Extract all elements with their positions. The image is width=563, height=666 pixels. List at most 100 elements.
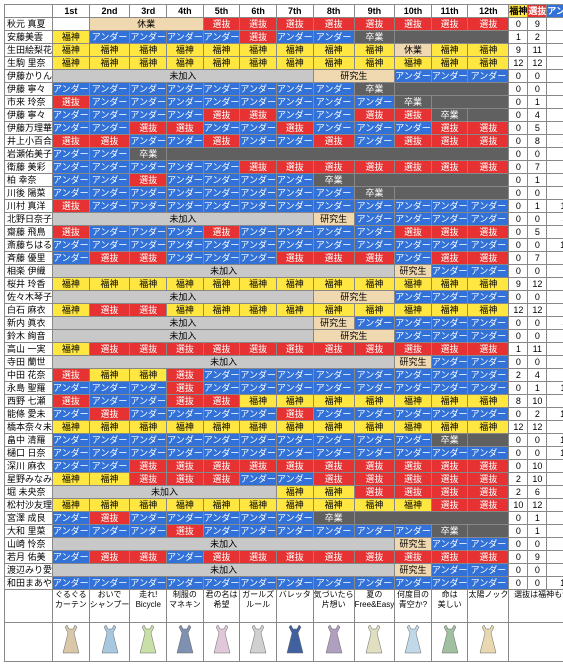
cell-under: アンダー: [354, 239, 395, 252]
cell-mi: 未加入: [53, 291, 314, 304]
cell-under: アンダー: [89, 161, 130, 174]
cell-under: アンダー: [130, 512, 167, 525]
cell-sen: 選抜: [395, 161, 432, 174]
cell-ken: 研究生: [313, 330, 395, 343]
cell-sen: 選抜: [468, 499, 509, 512]
cell-sen: 選抜: [395, 18, 432, 31]
cell-under: アンダー: [240, 525, 277, 538]
cell-sen: 選抜: [276, 122, 313, 135]
cell-under: アンダー: [354, 369, 395, 382]
stat-value: 7: [547, 122, 563, 135]
cell-sen: 選抜: [89, 551, 130, 564]
member-row: 生駒 里奈福神福神福神福神福神福神福神福神福神福神福神福神12120: [5, 57, 563, 70]
member-name: 衛藤 美彩: [5, 161, 53, 174]
stat-value: 0: [509, 18, 528, 31]
song-title: 君の名は希望: [203, 590, 240, 623]
cell-mi: 未加入: [53, 486, 277, 499]
stat-value: 0: [509, 70, 528, 83]
cell-mi: 未加入: [53, 330, 314, 343]
cell-under: アンダー: [53, 525, 90, 538]
cell-fuku: 福神: [53, 278, 90, 291]
cell-under: アンダー: [240, 135, 277, 148]
stat-value: 8: [528, 135, 547, 148]
cell-sen: 選抜: [203, 460, 240, 473]
cell-under: アンダー: [130, 408, 167, 421]
stat-value: 9: [509, 44, 528, 57]
stat-value: 0: [547, 57, 563, 70]
stat-value: 0: [509, 460, 528, 473]
stat-value: 0: [509, 317, 528, 330]
cell-gray: [354, 174, 509, 187]
cell-under: アンダー: [431, 564, 468, 577]
cell-sen: 選抜: [354, 460, 395, 473]
stat-value: 12: [547, 577, 563, 590]
cell-under: アンダー: [130, 239, 167, 252]
stat-value: 0: [528, 148, 547, 161]
stat-value: 1: [528, 200, 547, 213]
cell-mi: 未加入: [53, 70, 314, 83]
cell-sen: 選抜: [240, 551, 277, 564]
stat-value: 5: [547, 31, 563, 44]
stat-header-2: アンダー: [547, 5, 563, 18]
cell-sotsu: 卒業: [431, 525, 468, 538]
stat-value: 12: [528, 304, 547, 317]
cell-fuku: 福神: [354, 395, 395, 408]
cell-sen: 選抜: [240, 460, 277, 473]
cell-under: アンダー: [167, 252, 204, 265]
stat-value: 0: [509, 161, 528, 174]
cell-under: アンダー: [53, 408, 90, 421]
member-row: 畠中 清羅アンダーアンダーアンダーアンダーアンダーアンダーアンダーアンダーアンダ…: [5, 434, 563, 447]
cell-under: アンダー: [468, 265, 509, 278]
cell-fuku: 福神: [53, 304, 90, 317]
member-name: 寺田 蘭世: [5, 356, 53, 369]
stat-value: 2: [547, 265, 563, 278]
stat-value: 0: [509, 564, 528, 577]
cell-under: アンダー: [89, 148, 130, 161]
stat-value: 2: [509, 473, 528, 486]
cell-sen: 選抜: [89, 252, 130, 265]
cell-sen: 選抜: [313, 551, 354, 564]
stat-value: 12: [509, 421, 528, 434]
member-row: 山崎 怜奈未加入研究生アンダーアンダー002: [5, 538, 563, 551]
cell-sen: 選抜: [431, 499, 468, 512]
cell-under: アンダー: [468, 239, 509, 252]
cell-under: アンダー: [276, 382, 313, 395]
cell-sen: 選抜: [468, 486, 509, 499]
cell-under: アンダー: [313, 525, 354, 538]
cell-sen: 選抜: [203, 551, 240, 564]
cell-under: アンダー: [203, 239, 240, 252]
cell-under: アンダー: [130, 161, 167, 174]
cell-fuku: 福神: [395, 278, 432, 291]
stat-value: 0: [509, 408, 528, 421]
cell-under: アンダー: [203, 96, 240, 109]
cell-gray: [167, 148, 509, 161]
gen-header-6: 6th: [240, 5, 277, 18]
cell-fuku: 福神: [313, 486, 354, 499]
cell-sen: 選抜: [53, 200, 90, 213]
cell-sen: 選抜: [130, 473, 167, 486]
song-title: 太陽ノック: [468, 590, 509, 623]
member-name: 堀 未央奈: [5, 486, 53, 499]
cell-sen: 選抜: [167, 369, 204, 382]
cell-sen: 選抜: [89, 135, 130, 148]
cell-under: アンダー: [313, 83, 354, 96]
cell-fuku: 福神: [53, 31, 90, 44]
cell-under: アンダー: [203, 525, 240, 538]
cell-under: アンダー: [167, 109, 204, 122]
stat-value: 3: [547, 551, 563, 564]
member-name: 橋本奈々未: [5, 421, 53, 434]
cell-under: アンダー: [240, 122, 277, 135]
cell-sen: 選抜: [276, 551, 313, 564]
cell-under: アンダー: [354, 447, 395, 460]
cell-ken: 研究生: [395, 564, 432, 577]
member-name: 相楽 伊織: [5, 265, 53, 278]
member-row: 若月 佑美アンダー選抜選抜アンダー選抜選抜選抜選抜選抜選抜選抜選抜093: [5, 551, 563, 564]
cell-fuku: 福神: [395, 57, 432, 70]
stat-value: 8: [547, 187, 563, 200]
cell-under: アンダー: [53, 460, 90, 473]
member-row: 岩瀬佑美子アンダーアンダー卒業002: [5, 148, 563, 161]
cell-gray: [431, 96, 508, 109]
stat-value: 10: [528, 473, 547, 486]
member-row: 川後 陽菜アンダーアンダーアンダーアンダーアンダーアンダーアンダーアンダー卒業0…: [5, 187, 563, 200]
stat-value: 0: [528, 577, 547, 590]
